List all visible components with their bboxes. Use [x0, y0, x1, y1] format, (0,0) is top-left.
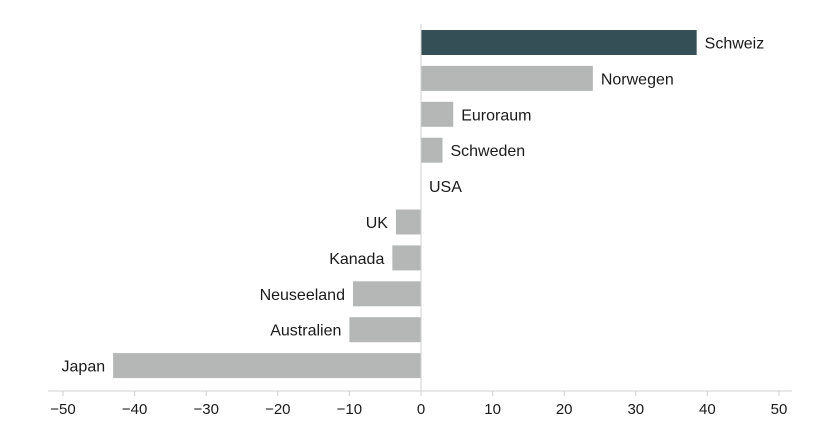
bar-label-australien: Australien: [270, 323, 341, 340]
x-axis-ticks: −50 −40 −30 −20 −10 0 10 20 30 40 50: [50, 391, 787, 418]
bar-label-uk: UK: [366, 215, 389, 232]
bar-label-schweiz: Schweiz: [705, 36, 765, 53]
x-tick-label: 20: [556, 401, 573, 418]
bar-label-usa: USA: [429, 179, 462, 196]
bar-schweiz: [421, 30, 697, 55]
x-tick-label: 50: [771, 401, 788, 418]
bar-label-kanada: Kanada: [329, 251, 384, 268]
x-tick-label: −30: [193, 401, 218, 418]
bar-euroraum: [421, 101, 454, 127]
bar-kanada: [392, 245, 421, 271]
bar-norwegen: [421, 65, 593, 91]
bar-label-schweden: Schweden: [450, 143, 525, 160]
x-tick-label: −50: [50, 401, 75, 418]
bar-uk: [395, 209, 421, 235]
x-tick-label: 40: [699, 401, 716, 418]
bar-australien: [349, 317, 421, 343]
bar-schweden: [421, 137, 443, 163]
bar-label-japan: Japan: [62, 359, 106, 376]
x-tick-label: 10: [484, 401, 501, 418]
bar-label-euroraum: Euroraum: [461, 107, 531, 124]
x-tick-label: 0: [417, 401, 425, 418]
x-tick-label: 30: [627, 401, 644, 418]
x-tick-label: −40: [122, 401, 147, 418]
bar-label-neuseeland: Neuseeland: [260, 287, 345, 304]
x-tick-label: −10: [337, 401, 362, 418]
bar-japan: [113, 353, 422, 379]
x-tick-label: −20: [265, 401, 290, 418]
bars-layer: [113, 30, 697, 379]
bar-neuseeland: [352, 281, 421, 307]
bar-labels-layer: Schweiz Norwegen Euroraum Schweden USA UK Kana…: [62, 36, 765, 376]
bar-label-norwegen: Norwegen: [601, 71, 674, 88]
